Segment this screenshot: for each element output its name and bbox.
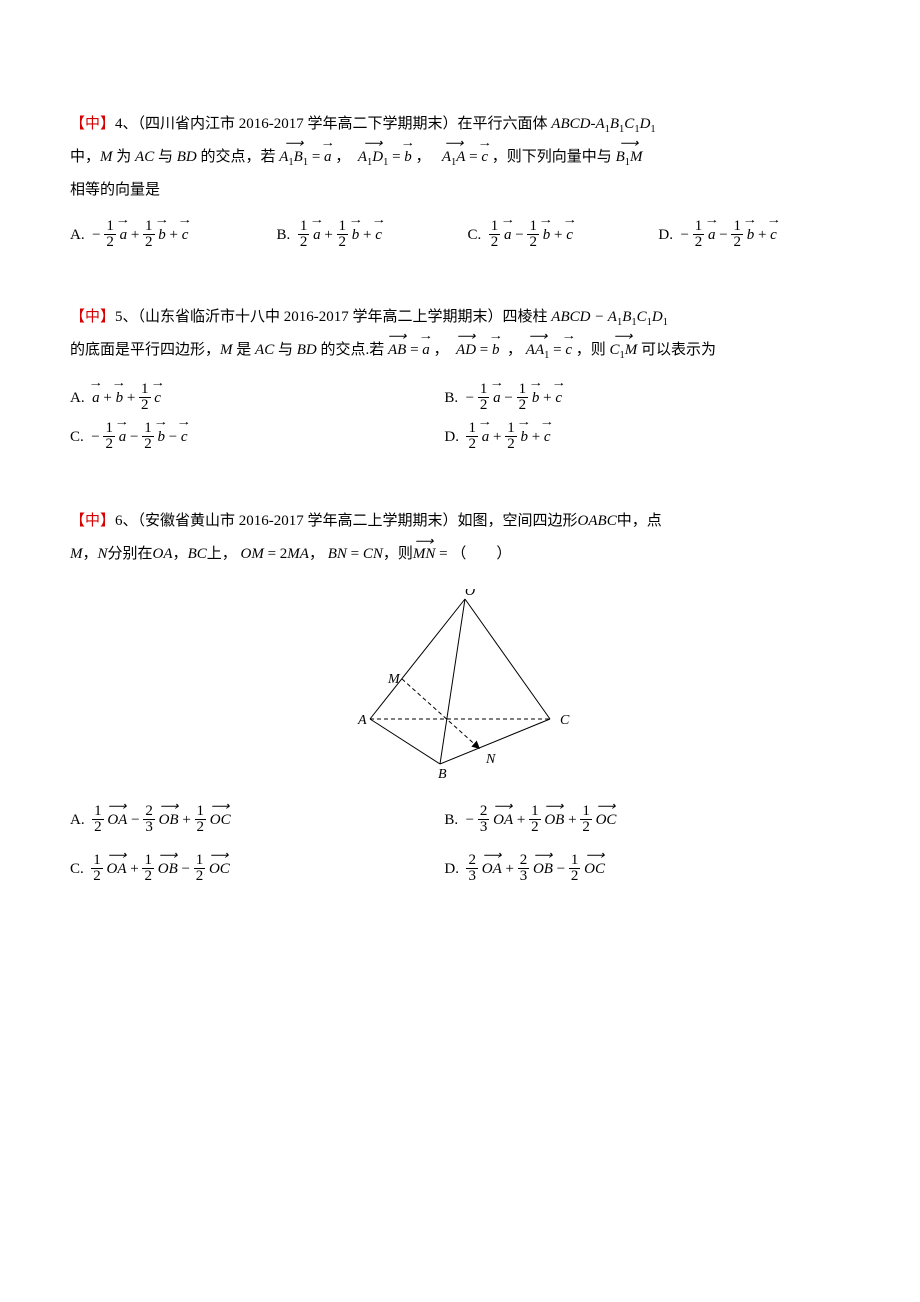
q6-option-c[interactable]: C. 12 OA + 12 OB − 12 OC: [70, 850, 444, 889]
svg-text:B: B: [438, 767, 447, 779]
q4-option-b[interactable]: B. 12 a + 12 b + c: [277, 217, 464, 253]
q4-option-a[interactable]: A. − 12 a + 12 b + c: [70, 217, 273, 253]
q5-stem-line2: 的底面是平行四边形，M 是 AC 与 BD 的交点.若 AB = a ， AD …: [70, 334, 850, 367]
svg-text:O: O: [465, 589, 475, 599]
vector-AA1: AA1: [526, 334, 550, 367]
q4-options: A. − 12 a + 12 b + c B. 12 a + 12 b + c …: [70, 217, 850, 253]
solid-name: ABCD-A1B1C1D1: [551, 116, 655, 132]
vector-MN: MN: [413, 538, 436, 571]
q6-option-b[interactable]: B. − 23 OA + 12 OB + 12 OC: [444, 801, 850, 840]
vector-A1B1: A1B1: [279, 141, 308, 174]
q4-option-c[interactable]: C. 12 a − 12 b + c: [467, 217, 654, 253]
vector-C1M: C1M: [610, 334, 638, 367]
q6-options: A. 12 OA − 23 OB + 12 OC B. − 23 OA + 12…: [70, 801, 850, 889]
q6-option-a[interactable]: A. 12 OA − 23 OB + 12 OC: [70, 801, 444, 840]
question-6: 【中】6、（安徽省黄山市 2016-2017 学年高二上学期期末）如图，空间四边…: [70, 505, 850, 571]
solid-name: ABCD − A1B1C1D1: [551, 309, 668, 325]
q5-options: A. a + b + 12 c B. − 12 a − 12 b + c C. …: [70, 379, 850, 457]
q4-stem-line2: 中，M 为 AC 与 BD 的交点，若 A1B1 = a ， A1D1 = b …: [70, 141, 850, 174]
svg-text:N: N: [485, 752, 496, 767]
vector-B1M: B1M: [616, 141, 643, 174]
q5-option-c[interactable]: C. − 12 a − 12 b − c: [70, 418, 444, 457]
q6-option-d[interactable]: D. 23 OA + 23 OB − 12 OC: [444, 850, 850, 889]
vector-A1A: A1A: [442, 141, 466, 174]
vector-AD: AD: [456, 334, 476, 367]
q4-option-d[interactable]: D. − 12 a − 12 b + c: [658, 217, 845, 253]
q4-stem-line3: 相等的向量是: [70, 174, 850, 207]
vector-AB: AB: [388, 334, 406, 367]
difficulty-tag: 【中】: [70, 513, 115, 529]
vector-A1D1: A1D1: [358, 141, 389, 174]
q6-stem: 【中】6、（安徽省黄山市 2016-2017 学年高二上学期期末）如图，空间四边…: [70, 505, 850, 538]
q5-option-b[interactable]: B. − 12 a − 12 b + c: [444, 379, 850, 418]
svg-text:C: C: [560, 713, 570, 728]
difficulty-tag: 【中】: [70, 116, 115, 132]
question-4: 【中】4、（四川省内江市 2016-2017 学年高二下学期期末）在平行六面体 …: [70, 108, 850, 207]
difficulty-tag: 【中】: [70, 309, 115, 325]
q6-stem-line2: M，N分别在OA，BC上， OM = 2MA， BN = CN，则MN = （ …: [70, 538, 850, 571]
svg-text:A: A: [357, 713, 367, 728]
tetrahedron-figure: O A B C M N: [345, 589, 575, 779]
question-5: 【中】5、（山东省临沂市十八中 2016-2017 学年高二上学期期末）四棱柱 …: [70, 301, 850, 367]
q5-option-d[interactable]: D. 12 a + 12 b + c: [444, 418, 850, 457]
svg-text:M: M: [387, 672, 401, 687]
